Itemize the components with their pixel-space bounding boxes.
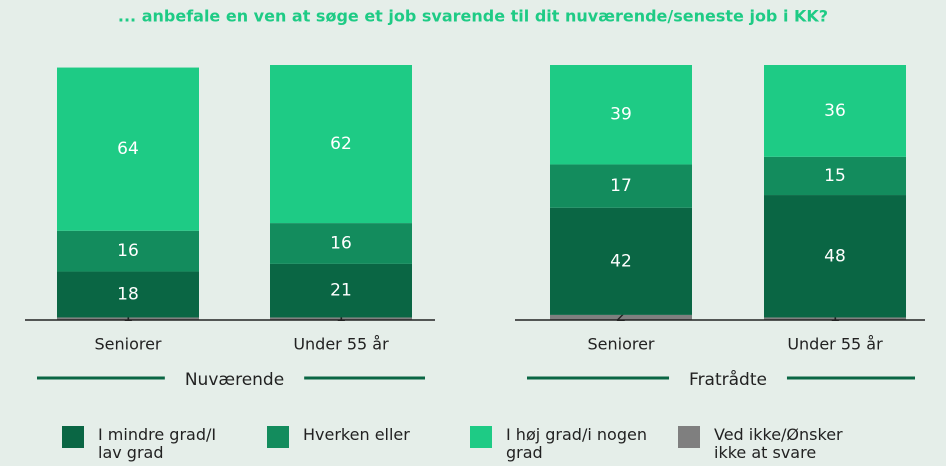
bar-segment (550, 314, 692, 320)
value-label: 36 (824, 101, 846, 121)
x-tick-label: Seniorer (94, 335, 161, 354)
bar-segment (57, 67, 199, 231)
bar-segment (764, 156, 906, 196)
bar-segment (57, 230, 199, 272)
x-tick-label: Under 55 år (293, 335, 389, 354)
value-label: 16 (117, 241, 139, 261)
bar-segment (550, 164, 692, 208)
legend-label: Hverken eller (303, 425, 410, 444)
legend-swatch (62, 426, 84, 448)
legend-item: Ved ikke/Ønsker ikke at svare (678, 426, 864, 462)
value-label: 18 (117, 285, 139, 305)
legend-label: Ved ikke/Ønsker ikke at svare (714, 425, 843, 462)
value-label: 64 (117, 139, 139, 159)
bar-segment (550, 65, 692, 165)
chart-title: ... anbefale en ven at søge et job svare… (118, 7, 828, 26)
x-tick-label: Seniorer (587, 335, 654, 354)
legend-label: I høj grad/i nogen grad (506, 425, 647, 462)
value-label: 42 (610, 251, 632, 271)
bar-segment (270, 317, 412, 320)
bar-segment (270, 263, 412, 318)
bar-segment (764, 195, 906, 318)
value-label: 2 (616, 306, 627, 326)
bar-segment (270, 65, 412, 224)
group-label: Fratrådte (689, 369, 767, 390)
value-label: 62 (330, 134, 352, 154)
bar-segment (764, 317, 906, 320)
legend-item: Hverken eller (267, 426, 453, 448)
bar-segment (57, 271, 199, 318)
legend-swatch (267, 426, 289, 448)
value-label: 16 (330, 234, 352, 254)
x-tick-label: Under 55 år (787, 335, 883, 354)
value-label: 48 (824, 246, 846, 266)
bar-segment (57, 317, 199, 320)
bar-segment (270, 223, 412, 264)
group-label: Nuværende (185, 370, 284, 390)
legend-swatch (470, 426, 492, 448)
legend-swatch (678, 426, 700, 448)
value-label: 21 (330, 281, 352, 301)
value-label: 39 (610, 105, 632, 125)
value-label: 15 (824, 166, 846, 186)
legend-item: I høj grad/i nogen grad (470, 426, 656, 462)
legend-item: I mindre grad/I lav grad (62, 426, 238, 462)
bar-segment (550, 207, 692, 315)
value-label: 17 (610, 176, 632, 196)
bar-segment (764, 65, 906, 157)
legend-label: I mindre grad/I lav grad (98, 425, 217, 462)
